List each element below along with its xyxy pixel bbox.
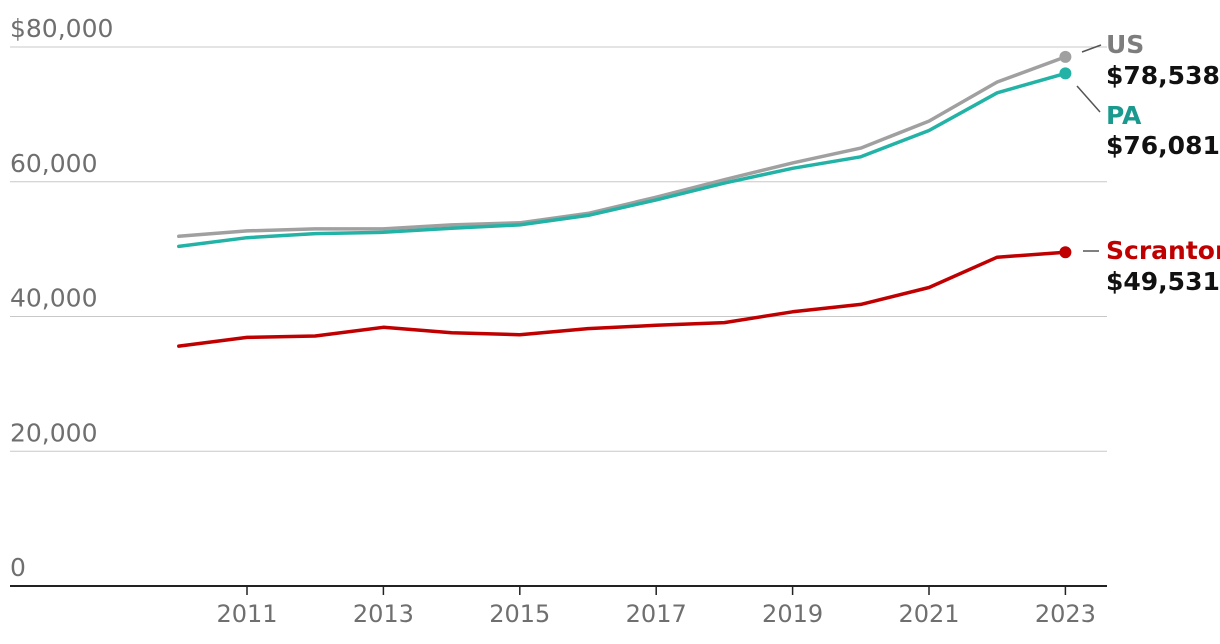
x-tick-label: 2015 (489, 600, 550, 628)
leader-line-us (1081, 44, 1102, 53)
series-value-pa: $76,081 (1106, 131, 1220, 160)
series-value-us: $78,538 (1106, 61, 1220, 90)
series-line-pa (177, 71, 1068, 249)
series-end-dot-us (1059, 50, 1072, 63)
series-label-scranton: Scranton (1106, 236, 1220, 265)
series-lines (177, 50, 1072, 348)
series-value-scranton: $49,531 (1106, 267, 1220, 296)
series-line-us (177, 55, 1068, 239)
series-label-pa: PA (1106, 101, 1142, 130)
leader-line-pa (1076, 85, 1101, 113)
x-axis-ticks: 2011 2013 2015 2017 2019 2021 2023 (216, 586, 1096, 628)
y-tick-label: 40,000 (10, 284, 97, 313)
x-tick-label: 2023 (1035, 600, 1096, 628)
y-tick-label: $80,000 (10, 14, 113, 43)
series-line-scranton (177, 250, 1068, 348)
series-end-dot-pa (1059, 67, 1072, 80)
x-tick-label: 2011 (216, 600, 277, 628)
y-tick-label: 0 (10, 553, 26, 582)
y-tick-label: 60,000 (10, 149, 97, 178)
series-label-us: US (1106, 30, 1144, 59)
x-tick-label: 2013 (353, 600, 414, 628)
x-tick-label: 2017 (626, 600, 687, 628)
y-tick-label: 20,000 (10, 418, 97, 447)
y-axis-tick-labels: $80,000 60,000 40,000 20,000 0 (10, 14, 113, 582)
x-tick-label: 2021 (898, 600, 959, 628)
series-end-dot-scranton (1059, 246, 1072, 259)
gridlines (10, 46, 1107, 452)
series-end-labels: US$78,538 PA$76,081 Scranton$49,531 (1076, 30, 1220, 296)
x-tick-label: 2019 (762, 600, 823, 628)
